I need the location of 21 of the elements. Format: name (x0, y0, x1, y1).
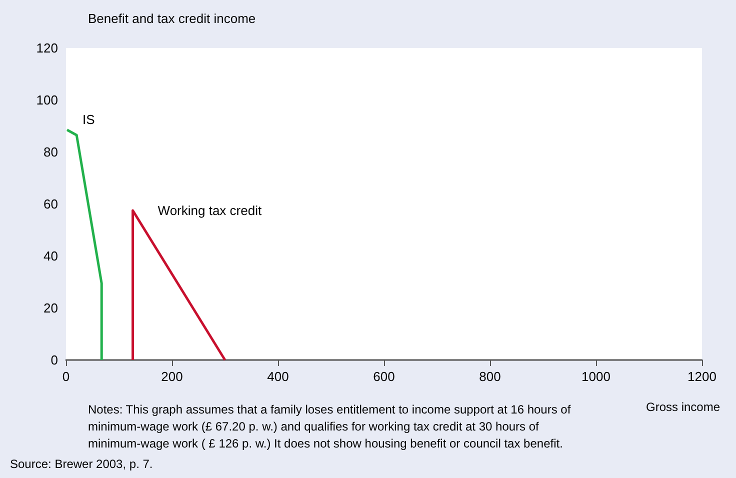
y-tick-label: 80 (44, 144, 58, 160)
x-tick-label: 800 (479, 369, 501, 384)
x-tick-label: 400 (267, 369, 289, 384)
y-axis-title: Benefit and tax credit income (88, 11, 256, 26)
y-tick-label: 0 (50, 352, 58, 368)
x-tick-label: 200 (161, 369, 183, 384)
x-tick-label: 600 (373, 369, 395, 384)
x-tick-label: 1200 (688, 369, 716, 384)
x-tick-label: 0 (62, 369, 70, 384)
text: Notes: This graph assumes that a family loses entitlement to income support at 16 hours of minimum-wage work (£ 67.20 p. w.) and qualifies for working tax credit at 30 hours of minimum-wage work ( £ 126 p. w.) It does not show housing benefit or council tax benefit. (88, 402, 574, 450)
source-note: Source: Brewer 2003, p. 7. (10, 457, 153, 471)
x-tick-label: 1000 (582, 369, 610, 384)
y-tick-label: 40 (44, 248, 58, 264)
y-tick-label: 120 (36, 40, 58, 56)
series-label: Working tax credit (158, 203, 262, 218)
line-series (66, 128, 103, 362)
y-tick-label: 20 (44, 300, 58, 316)
y-tick-label: 60 (44, 196, 58, 212)
y-tick-label: 100 (36, 92, 58, 108)
x-axis-title: Gross income (646, 400, 720, 414)
series-label: IS (82, 112, 96, 128)
